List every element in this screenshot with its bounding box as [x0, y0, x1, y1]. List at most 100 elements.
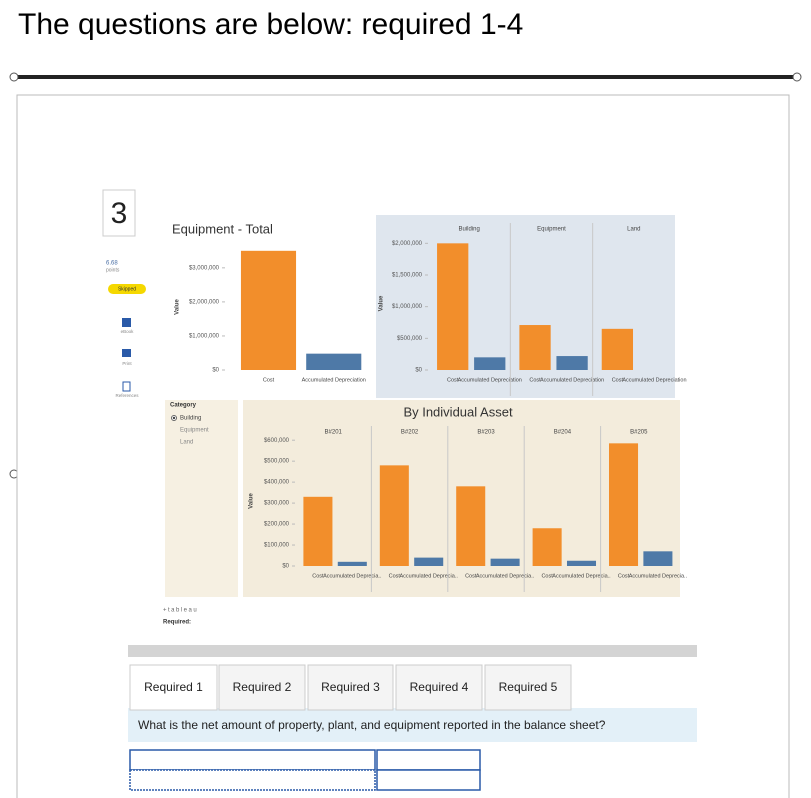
tab[interactable] [484, 664, 572, 711]
chart-title: Equipment - Total [172, 221, 273, 236]
status-pill [108, 284, 146, 294]
x-tick-label: Accumulated Deprecia.. [629, 573, 688, 579]
panel-header: B#201 [325, 430, 343, 436]
x-tick-label: Cost [263, 377, 275, 383]
question-number: 3 [111, 197, 128, 230]
x-tick-label: Accumulated Depreciation [540, 377, 604, 383]
bar [643, 551, 673, 566]
bar [337, 561, 367, 566]
required-label: Required: [163, 620, 191, 626]
bar [519, 325, 551, 370]
y-tick-label: $1,000,000 [189, 334, 220, 340]
y-tick-label: $2,000,000 [392, 241, 423, 247]
tab[interactable] [307, 664, 394, 711]
y-tick-label: $2,000,000 [189, 299, 220, 305]
y-tick-label: $1,000,000 [392, 304, 423, 310]
x-tick-label: Accumulated Depreciation [622, 377, 686, 383]
prompt: What is the net amount of property, plan… [138, 718, 606, 732]
x-tick-label: Accumulated Deprecia.. [552, 573, 611, 579]
tab-label[interactable]: Required 4 [410, 680, 469, 694]
filter-option[interactable]: Equipment [180, 428, 209, 434]
x-tick-label: Cost [447, 377, 459, 383]
bar [601, 328, 634, 370]
y-tick-label: $0 [212, 368, 219, 374]
x-tick-label: Cost [312, 573, 324, 579]
y-tick-label: $500,000 [397, 336, 423, 342]
bar [303, 496, 333, 566]
bar [414, 557, 444, 566]
points: 6.68 [106, 261, 118, 267]
bar [437, 243, 469, 370]
input[interactable] [376, 769, 481, 791]
handle [792, 72, 802, 82]
bar [456, 486, 486, 566]
filter-option[interactable]: Land [180, 440, 193, 446]
y-tick-label: $0 [282, 564, 289, 570]
tab[interactable] [129, 664, 218, 711]
y-tick-label: $400,000 [264, 480, 290, 486]
bar [240, 250, 297, 370]
tab-label[interactable]: Required 1 [144, 680, 203, 694]
y-tick-label: $0 [415, 368, 422, 374]
y-tick-label: $300,000 [264, 501, 290, 507]
x-tick-label: Cost [529, 377, 541, 383]
x-tick-label: Cost [465, 573, 477, 579]
bar [490, 558, 520, 566]
filter-title: Category [170, 403, 197, 409]
x-tick-label: Accumulated Deprecia.. [400, 573, 459, 579]
question-box [102, 189, 136, 237]
tab-label[interactable]: Required 2 [233, 680, 292, 694]
separator [128, 645, 697, 657]
page-title: The questions are below: required 1-4 [18, 8, 523, 41]
panel-header: B#205 [630, 430, 648, 436]
filter-option[interactable]: Building [180, 416, 201, 422]
y-tick-label: $600,000 [264, 438, 290, 444]
panel-header: Equipment [537, 227, 566, 233]
tool[interactable]: References [115, 393, 139, 398]
x-tick-label: Accumulated Deprecia.. [323, 573, 382, 579]
panel-header: B#202 [401, 430, 419, 436]
x-tick-label: Cost [389, 573, 401, 579]
radio-dot [172, 416, 176, 420]
icon[interactable] [122, 381, 131, 392]
tab[interactable] [218, 664, 306, 711]
chart-title: By Individual Asset [403, 404, 513, 419]
y-tick-label: $500,000 [264, 459, 290, 465]
tab-label[interactable]: Required 5 [499, 680, 558, 694]
y-axis-label: Value [379, 295, 385, 311]
tab-label[interactable]: Required 3 [321, 680, 380, 694]
bar [566, 560, 597, 566]
input[interactable] [376, 749, 481, 771]
icon[interactable] [122, 318, 131, 327]
brand: +tableau [163, 608, 198, 614]
x-tick-label: Accumulated Deprecia.. [476, 573, 535, 579]
bar [556, 356, 588, 370]
y-tick-label: $3,000,000 [189, 265, 220, 271]
x-tick-label: Cost [612, 377, 624, 383]
tool[interactable]: Print [122, 361, 132, 366]
tool[interactable]: eBook [121, 329, 135, 334]
bar [609, 443, 639, 566]
points-label: points [106, 267, 120, 273]
prompt-bar [128, 708, 697, 742]
y-tick-label: $1,500,000 [392, 273, 423, 279]
x-tick-label: Accumulated Depreciation [302, 377, 366, 383]
x-tick-label: Cost [618, 573, 630, 579]
panel-header: B#204 [554, 430, 572, 436]
panel-header: B#203 [477, 430, 495, 436]
tab[interactable] [395, 664, 483, 711]
bar [379, 465, 409, 566]
panel-header: Building [458, 227, 479, 233]
panel-header: Land [627, 227, 640, 233]
y-tick-label: $100,000 [264, 543, 290, 549]
panel-bg [165, 400, 238, 597]
x-tick-label: Accumulated Depreciation [458, 377, 522, 383]
dropdown[interactable] [129, 769, 376, 791]
input[interactable] [129, 749, 376, 771]
bar [306, 353, 362, 370]
handle [9, 72, 19, 82]
bar [474, 357, 506, 370]
icon[interactable] [122, 349, 131, 357]
x-tick-label: Cost [541, 573, 553, 579]
